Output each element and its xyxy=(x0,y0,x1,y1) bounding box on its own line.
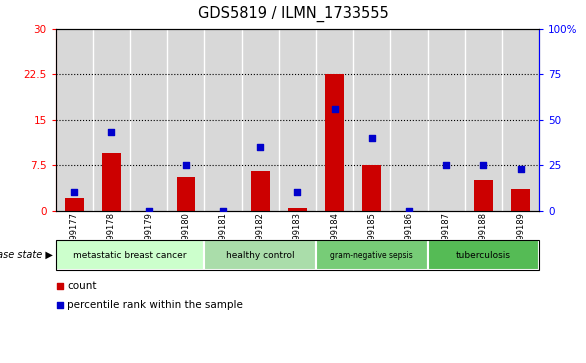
Point xyxy=(70,189,79,195)
Bar xyxy=(251,171,270,211)
Bar xyxy=(167,29,205,211)
Bar xyxy=(474,180,493,211)
Point xyxy=(55,284,64,289)
Text: gram-negative sepsis: gram-negative sepsis xyxy=(331,250,413,260)
Bar xyxy=(102,153,121,211)
Text: healthy control: healthy control xyxy=(226,250,295,260)
Text: percentile rank within the sample: percentile rank within the sample xyxy=(67,301,243,310)
Bar xyxy=(325,74,344,211)
Bar xyxy=(279,29,316,211)
Bar xyxy=(241,29,279,211)
Bar xyxy=(428,29,465,211)
Point xyxy=(144,208,154,213)
Bar xyxy=(205,240,316,270)
Bar xyxy=(130,29,167,211)
Bar xyxy=(363,165,381,211)
Text: metastatic breast cancer: metastatic breast cancer xyxy=(73,250,187,260)
Point xyxy=(367,135,376,141)
Bar xyxy=(56,29,93,211)
Point xyxy=(255,144,265,150)
Point xyxy=(219,208,228,213)
Point xyxy=(292,189,302,195)
Bar xyxy=(316,240,428,270)
Bar xyxy=(465,29,502,211)
Bar xyxy=(502,29,539,211)
Bar xyxy=(288,208,306,211)
Text: count: count xyxy=(67,281,97,291)
Point xyxy=(479,162,488,168)
Bar xyxy=(65,199,84,211)
Point xyxy=(404,208,414,213)
Bar xyxy=(56,240,205,270)
Text: GDS5819 / ILMN_1733555: GDS5819 / ILMN_1733555 xyxy=(197,5,389,22)
Point xyxy=(107,130,116,135)
Text: disease state ▶: disease state ▶ xyxy=(0,250,53,260)
Bar xyxy=(93,29,130,211)
Bar xyxy=(316,29,353,211)
Bar xyxy=(353,29,390,211)
Bar xyxy=(511,189,530,211)
Bar xyxy=(428,240,539,270)
Point xyxy=(55,302,64,308)
Bar xyxy=(205,29,241,211)
Point xyxy=(441,162,451,168)
Bar xyxy=(176,177,195,211)
Point xyxy=(330,106,339,112)
Text: tuberculosis: tuberculosis xyxy=(456,250,511,260)
Bar xyxy=(390,29,428,211)
Point xyxy=(181,162,190,168)
Point xyxy=(516,166,525,172)
